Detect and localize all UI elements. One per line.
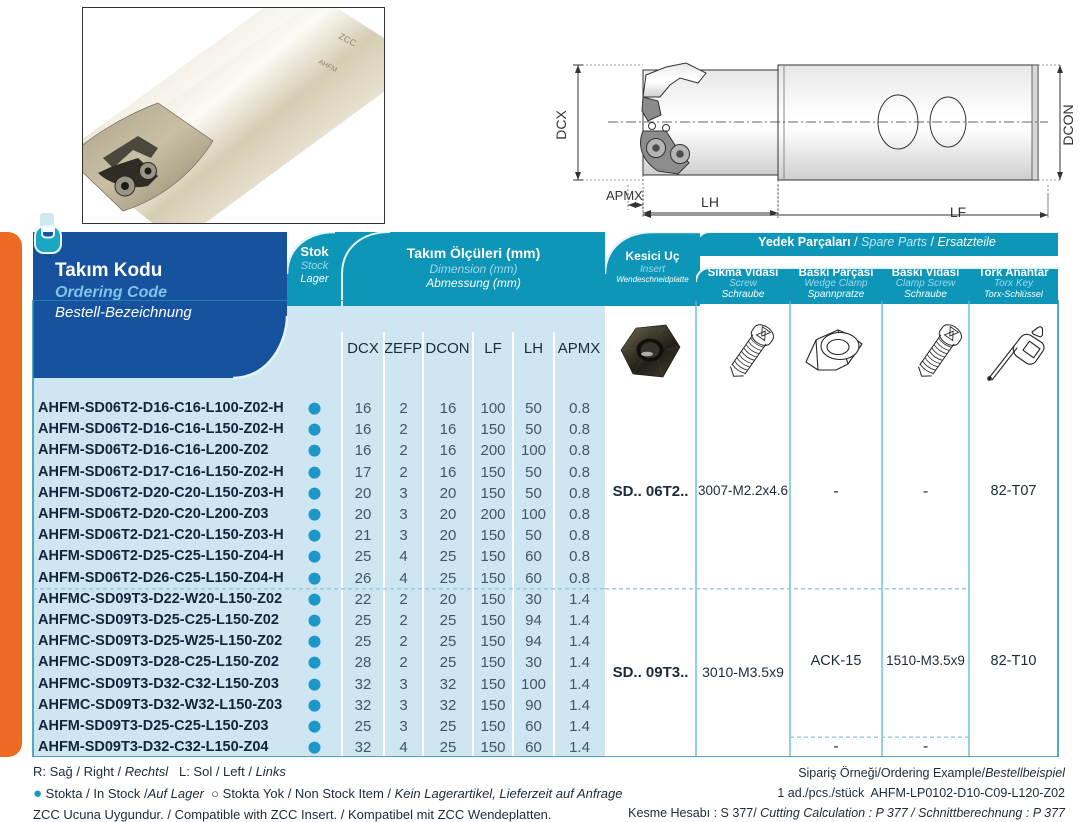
svg-text:LH: LH (701, 194, 719, 210)
svg-text:DCON: DCON (1060, 104, 1076, 145)
svg-text:APMX: APMX (606, 188, 643, 203)
svg-text:LF: LF (950, 204, 966, 220)
svg-text:DCX: DCX (553, 110, 569, 140)
